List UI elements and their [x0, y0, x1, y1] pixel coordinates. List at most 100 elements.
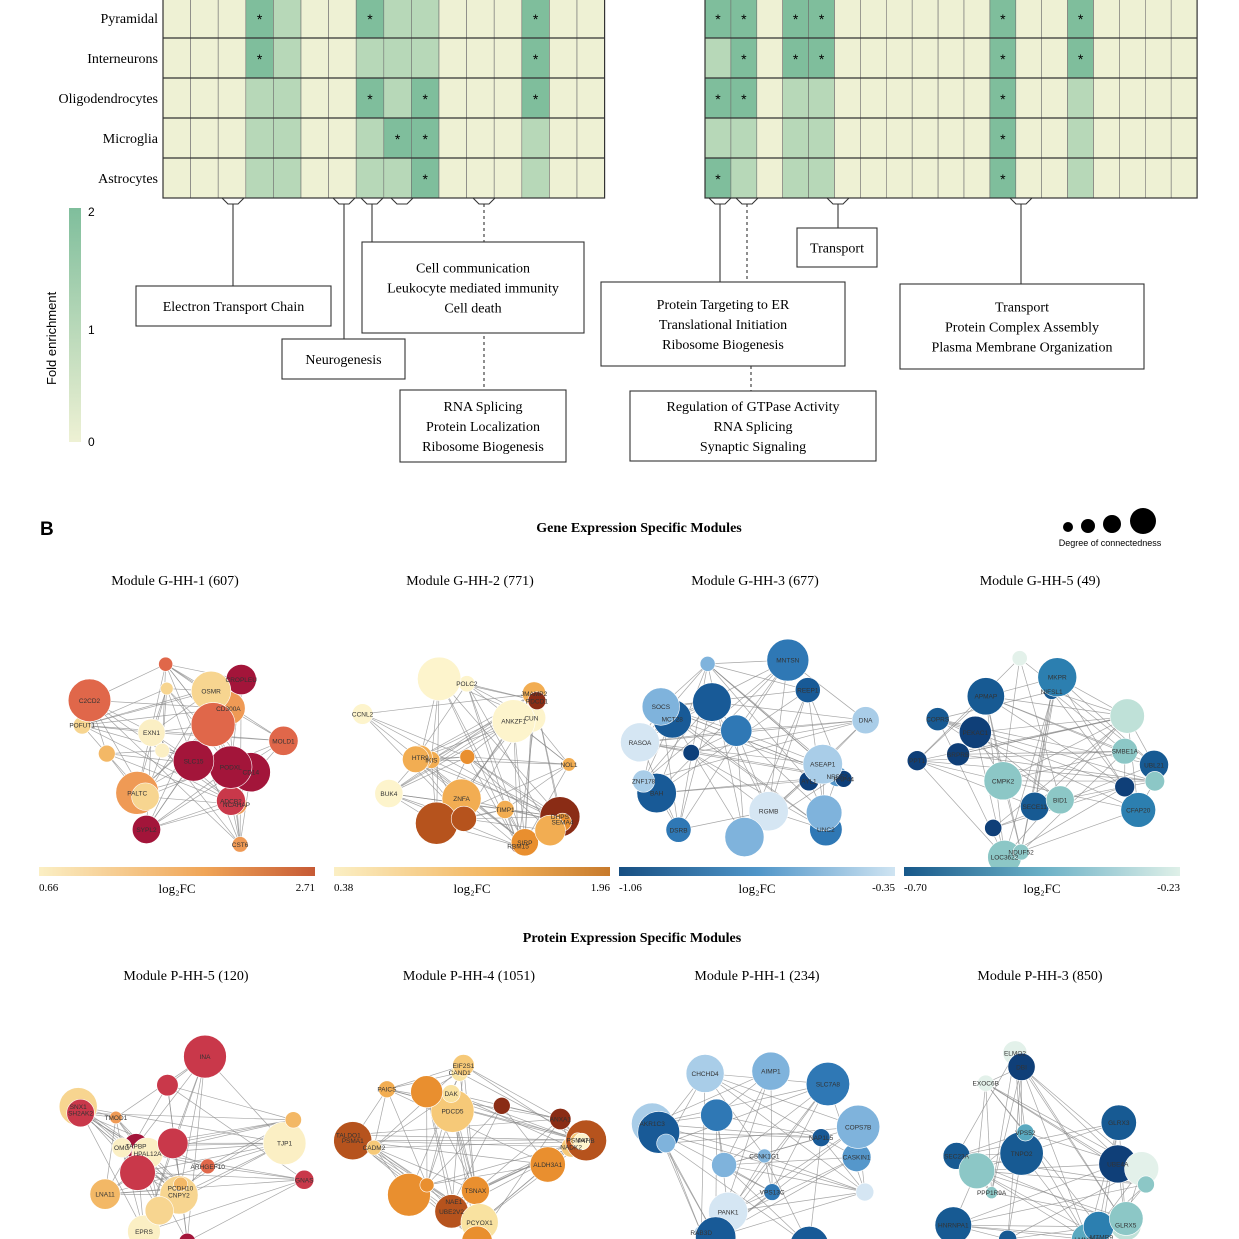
- network-edge: [639, 719, 866, 743]
- heatmap-cell: [383, 37, 412, 79]
- network-edge: [976, 1163, 1118, 1172]
- colorbar-label: log₂FC: [738, 881, 775, 896]
- node-label: NAE1: [445, 1199, 462, 1206]
- network-node: [190, 702, 236, 747]
- node-label: TMOD1: [105, 1115, 128, 1122]
- heatmap-cell: [300, 77, 329, 119]
- heatmap-cell: [190, 0, 219, 39]
- network-edge: [953, 1224, 1099, 1228]
- network-node: [906, 750, 928, 771]
- module-title: Module P-HH-1 (234): [694, 969, 820, 984]
- network-edge: [1020, 677, 1058, 853]
- legend-mid: 1: [88, 323, 95, 337]
- heatmap-cell: [1145, 77, 1172, 119]
- network-edge: [373, 1141, 582, 1148]
- node-label: COPRS: [926, 717, 950, 724]
- annotation-term: Electron Transport Chain: [163, 300, 305, 315]
- grid-bracket: [221, 197, 245, 205]
- heatmap-cell: [808, 37, 835, 79]
- node-label: PSMA1: [342, 1138, 364, 1145]
- significance-star: *: [1000, 171, 1006, 187]
- annotation-term: Ribosome Biogenesis: [662, 338, 784, 353]
- heatmap-cell: [1093, 117, 1120, 159]
- colorbar-label: log₂FC: [453, 881, 490, 896]
- network-node: [231, 836, 249, 853]
- network-edge: [475, 1139, 578, 1191]
- network-edge: [453, 1105, 503, 1202]
- heatmap-cell: [989, 117, 1017, 159]
- network-edge: [704, 1073, 859, 1128]
- network-node: [417, 656, 462, 701]
- heatmap-cell: [1041, 77, 1068, 119]
- annotation-box: [399, 389, 567, 463]
- heatmap-cell: [808, 157, 835, 199]
- significance-star: *: [715, 91, 721, 107]
- annotation-term: Cell communication: [416, 262, 530, 277]
- heatmap-cell: [782, 157, 809, 199]
- heatmap-cell: [885, 0, 913, 39]
- heatmap-cell: [411, 117, 440, 159]
- node-label: PALTC: [127, 790, 147, 797]
- network-edge: [180, 1056, 206, 1189]
- heatmap-cell: [1170, 117, 1198, 159]
- annotation-term: Neurogenesis: [305, 353, 381, 368]
- node-label: ZNF178: [632, 779, 656, 786]
- network-node: [1037, 657, 1078, 697]
- heatmap-cell: [245, 0, 274, 39]
- network-node: [378, 1080, 396, 1098]
- heatmap-cell: [328, 77, 357, 119]
- node-label: HPAL12A: [133, 1151, 162, 1158]
- network-node: [1045, 785, 1075, 815]
- grid-bracket: [332, 197, 356, 205]
- heatmap-cell: [704, 0, 732, 39]
- network-edge: [671, 718, 745, 838]
- significance-star: *: [1078, 51, 1084, 67]
- heatmap-cell: [466, 117, 495, 159]
- node-label: POLC2: [456, 681, 478, 688]
- colorbar-max: -0.35: [872, 882, 895, 894]
- network-node: [805, 1061, 850, 1107]
- network-node: [66, 1098, 95, 1128]
- network-edge: [727, 1083, 829, 1213]
- node-label: SIRP: [517, 840, 532, 847]
- network-edge: [362, 693, 535, 715]
- node-label: PANK1: [718, 1209, 739, 1216]
- heatmap-cell: [245, 37, 274, 79]
- heatmap-cell: [273, 37, 302, 79]
- heatmap-cell: [576, 77, 605, 119]
- node-label: MKPR: [1048, 675, 1067, 682]
- annotation-term: Leukocyte mediated immunity: [387, 282, 559, 297]
- node-label: HTR9: [412, 755, 429, 762]
- network-node: [366, 1139, 382, 1156]
- node-label: PSMA7: [567, 1137, 589, 1144]
- network-edge: [426, 1105, 503, 1186]
- node-label: SMBE1A: [1112, 749, 1139, 756]
- network-node: [946, 742, 970, 767]
- node-label: SOCS: [652, 704, 671, 711]
- node-label: SECE11: [1022, 804, 1047, 811]
- heatmap-cell: [937, 157, 965, 199]
- node-label: CCNL2: [352, 712, 374, 719]
- significance-star: *: [533, 51, 539, 67]
- network-node: [527, 691, 547, 711]
- heatmap-cell: [190, 37, 219, 79]
- heatmap-cell: [808, 117, 835, 159]
- heatmap-cell: [576, 157, 605, 199]
- node-label: EXN1: [143, 730, 160, 737]
- heatmap-cell: [1041, 117, 1068, 159]
- heatmap-cell: [1093, 37, 1120, 79]
- node-label: SEMA4: [551, 820, 573, 827]
- grid-bracket: [390, 197, 414, 205]
- node-label: UBE2V2: [439, 1209, 464, 1216]
- heatmap-cell: [328, 117, 357, 159]
- heatmap-cell: [438, 0, 467, 39]
- network-node: [983, 761, 1023, 801]
- network-edge: [991, 1052, 1016, 1193]
- network-edge: [716, 1114, 822, 1139]
- node-label: NAP1L5: [809, 1135, 834, 1142]
- node-label: DSRB: [669, 827, 687, 834]
- network-node: [452, 1054, 475, 1077]
- annotation-term: Regulation of GTPase Activity: [666, 400, 839, 415]
- grid-bracket: [360, 197, 384, 205]
- network-node: [1016, 1123, 1035, 1142]
